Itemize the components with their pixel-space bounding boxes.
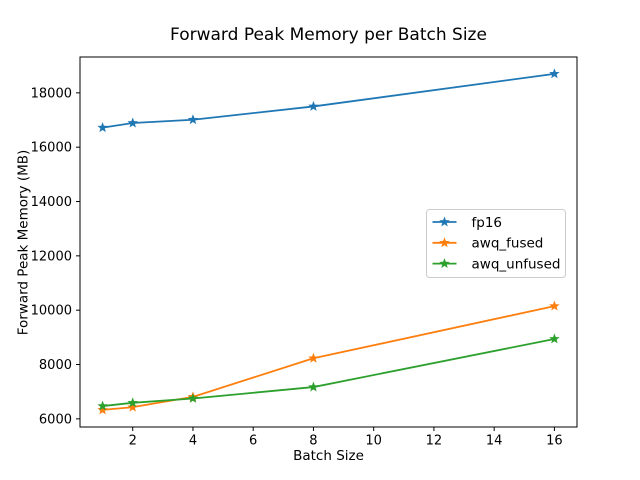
legend-entry-awq_unfused: awq_unfused — [432, 256, 561, 272]
legend-entry-fp16: fp16 — [432, 215, 503, 231]
legend-entry-awq_fused: awq_fused — [432, 236, 544, 252]
y-tick-label: 6000 — [39, 412, 72, 427]
data-point-marker-awq_unfused — [97, 400, 108, 411]
x-tick-label: 6 — [249, 434, 257, 449]
legend-marker-star — [439, 237, 450, 248]
legend-label: fp16 — [472, 215, 503, 231]
series-line-fp16 — [102, 72, 555, 129]
x-tick-label: 10 — [365, 434, 382, 449]
data-point-marker-fp16 — [308, 100, 319, 111]
data-point-marker-fp16 — [97, 122, 108, 133]
x-tick-label: 12 — [426, 434, 443, 449]
legend-marker-star — [439, 216, 450, 227]
data-point-marker-fp16 — [549, 68, 560, 79]
legend-box — [426, 209, 566, 278]
data-point-marker-awq_unfused — [187, 392, 199, 403]
data-point-marker-awq_fused — [127, 401, 138, 412]
x-tick-label: 8 — [309, 434, 317, 449]
x-tick-label: 2 — [129, 434, 137, 449]
legend-marker-star — [439, 258, 450, 269]
data-point-marker-awq_fused — [308, 352, 319, 363]
series-line-awq_fused — [102, 305, 555, 411]
x-axis-label: Batch Size — [293, 448, 364, 464]
series-line-awq_unfused — [102, 338, 555, 407]
y-tick-label: 14000 — [31, 195, 72, 210]
legend: fp16 awq_fused awq_unfused — [426, 209, 566, 278]
data-point-marker-awq_unfused — [549, 333, 560, 344]
y-tick-label: 16000 — [31, 141, 72, 156]
data-point-marker-awq_unfused — [127, 397, 138, 408]
y-tick-label: 8000 — [39, 358, 72, 373]
data-point-marker-fp16 — [187, 114, 199, 125]
x-tick-label: 4 — [189, 434, 197, 449]
axes-frame — [79, 56, 578, 428]
data-point-marker-awq_unfused — [308, 381, 319, 392]
y-tick-label: 18000 — [31, 86, 72, 101]
y-axis-label: Forward Peak Memory (MB) — [15, 149, 32, 336]
chart-title: Forward Peak Memory per Batch Size — [170, 25, 487, 45]
x-tick-label: 16 — [546, 434, 563, 449]
data-point-marker-awq_fused — [549, 300, 560, 311]
data-point-marker-fp16 — [127, 117, 138, 128]
legend-label: awq_fused — [472, 236, 544, 252]
y-tick-label: 10000 — [31, 304, 72, 319]
data-point-marker-awq_fused — [97, 404, 108, 415]
y-tick-label: 12000 — [31, 249, 72, 264]
legend-label: awq_unfused — [472, 256, 561, 272]
x-tick-label: 14 — [486, 434, 503, 449]
